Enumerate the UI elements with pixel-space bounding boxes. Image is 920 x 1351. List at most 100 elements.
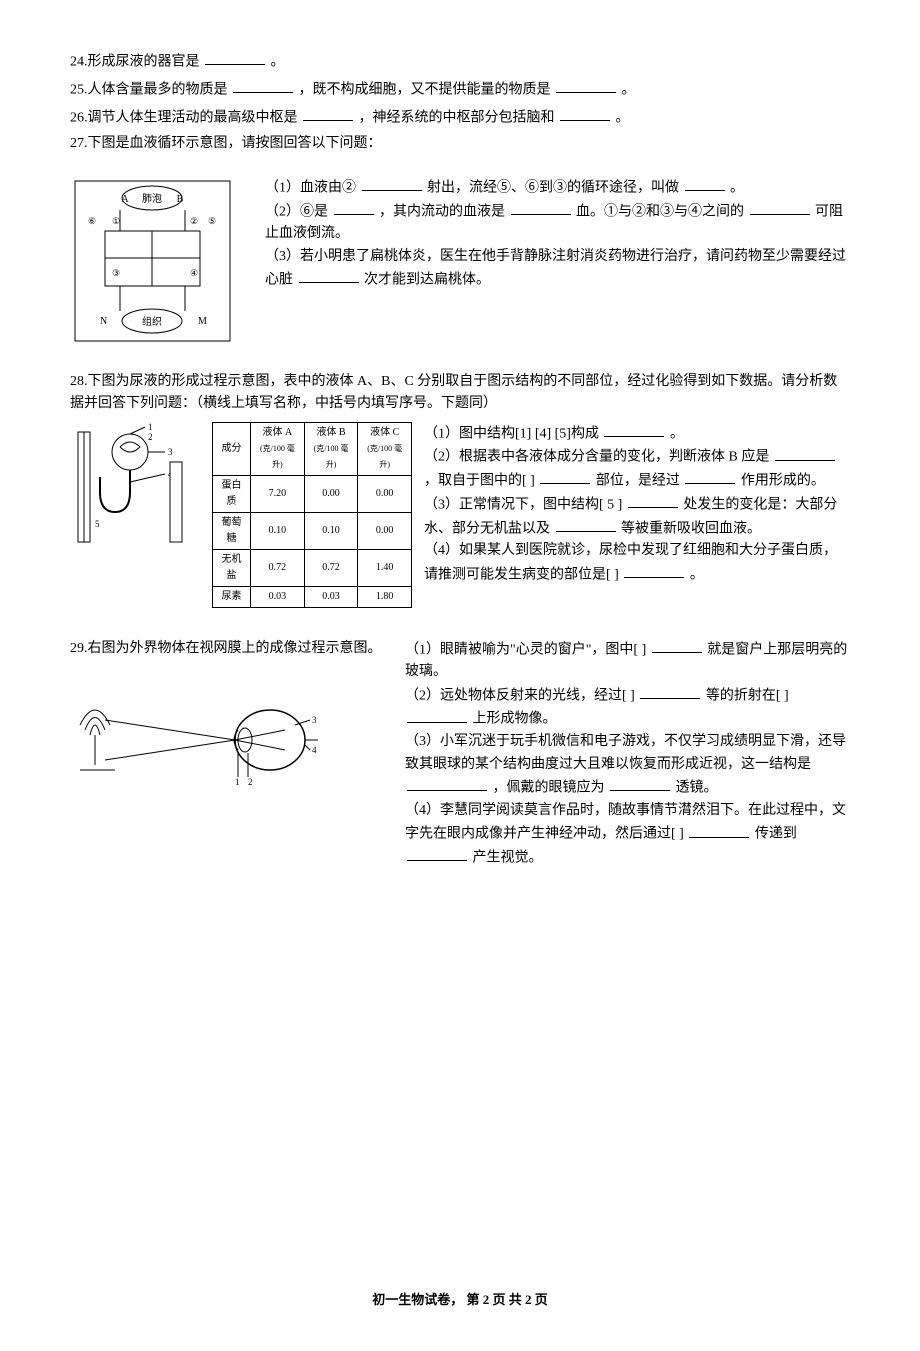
svg-text:N: N xyxy=(100,316,107,327)
q27-row: 肺泡 A B ① ② ③ ④ 组织 N M xyxy=(70,176,850,346)
q29-p1: （1）眼睛被喻为"心灵的窗户"，图中[ ] 就是窗户上那层明亮的玻璃。 xyxy=(405,638,850,684)
table-row: 无机盐 0.72 0.72 1.40 xyxy=(213,549,412,586)
q29-p4-blank1 xyxy=(689,822,749,837)
q27-p2-blank1 xyxy=(334,200,374,215)
cell: 7.20 xyxy=(251,475,305,512)
q29-p3a: （3）小军沉迷于玩手机微信和电子游戏，不仅学习成绩明显下滑，还导致其眼球的某个结… xyxy=(405,734,846,771)
q29-p1-blank xyxy=(652,638,702,653)
th-b-label: 液体 B xyxy=(316,427,345,438)
q27-p2c: 血。①与②和③与④之间的 xyxy=(576,204,744,219)
q28-p1-blank xyxy=(604,422,664,437)
q24-blank xyxy=(205,50,265,65)
q28-intro: 28.下图为尿液的形成过程示意图，表中的液体 A、B、C 分别取自于图示结构的不… xyxy=(70,371,850,416)
table-row: 尿素 0.03 0.03 1.80 xyxy=(213,586,412,607)
q27-p1-blank1 xyxy=(362,176,422,191)
q29-figure: 1 2 3 4 xyxy=(70,675,390,805)
cell: 0.00 xyxy=(358,475,412,512)
cell: 0.00 xyxy=(304,475,358,512)
table-header-row: 成分 液体 A (克/100 毫升) 液体 B (克/100 毫升) 液体 C (克/… xyxy=(213,422,412,475)
svg-text:⑤: ⑤ xyxy=(208,216,216,226)
q28-row: 1 2 3 4 5 成分 液体 A (克/100 毫升) 液体 B (克/100 毫… xyxy=(70,422,850,608)
cell: 0.03 xyxy=(304,586,358,607)
q26-text-b: ，神经系统的中枢部分包括脑和 xyxy=(359,110,555,125)
q27-p1b: 射出，流经⑤、⑥到③的循环途径，叫做 xyxy=(427,180,679,195)
cell: 0.00 xyxy=(358,512,412,549)
svg-text:1: 1 xyxy=(148,422,153,432)
svg-text:③: ③ xyxy=(112,268,120,278)
q29-p3-blank2 xyxy=(610,776,670,791)
q28-p3c: 等被重新吸收回血液。 xyxy=(621,521,761,536)
q28-p3-blank2 xyxy=(556,517,616,532)
question-29: 29.右图为外界物体在视网膜上的成像过程示意图。 1 2 xyxy=(70,638,850,870)
q27-figure: 肺泡 A B ① ② ③ ④ 组织 N M xyxy=(70,176,235,346)
th-c-unit: (克/100 毫升) xyxy=(367,444,402,469)
q28-p2-blank3 xyxy=(685,469,735,484)
svg-text:④: ④ xyxy=(190,268,198,278)
q28-p1: （1）图中结构[1] [4] [5]构成 。 xyxy=(424,422,850,446)
q27-p1-blank2 xyxy=(685,176,725,191)
cell: 尿素 xyxy=(213,586,251,607)
svg-text:①: ① xyxy=(112,216,120,226)
svg-text:2: 2 xyxy=(248,777,253,787)
q28-figure: 1 2 3 4 5 xyxy=(70,422,200,552)
q28-table-wrap: 成分 液体 A (克/100 毫升) 液体 B (克/100 毫升) 液体 C (克/… xyxy=(212,422,412,608)
cell: 无机盐 xyxy=(213,549,251,586)
q28-right: （1）图中结构[1] [4] [5]构成 。 （2）根据表中各液体成分含量的变化… xyxy=(424,422,850,587)
q28-p1a: （1）图中结构[1] [4] [5]构成 xyxy=(424,426,599,441)
svg-text:M: M xyxy=(198,316,207,327)
circulation-diagram-icon: 肺泡 A B ① ② ③ ④ 组织 N M xyxy=(70,176,235,346)
q25-text-a: 25.人体含量最多的物质是 xyxy=(70,82,228,97)
cell: 1.40 xyxy=(358,549,412,586)
q29-p4-blank2 xyxy=(407,846,467,861)
th-component: 成分 xyxy=(213,422,251,475)
question-26: 26.调节人体生理活动的最高级中枢是 ，神经系统的中枢部分包括脑和 。 xyxy=(70,106,850,130)
q29-p4c: 产生视觉。 xyxy=(473,850,543,865)
cell: 葡萄糖 xyxy=(213,512,251,549)
question-27: 27.下图是血液循环示意图，请按图回答以下问题： 肺泡 A B ① ② ③ ④ xyxy=(70,133,850,345)
q27-p3: （3）若小明患了扁桃体炎，医生在他手背静脉注射消炎药物进行治疗，请问药物至少需要… xyxy=(265,246,850,292)
q25-text-b: ，既不构成细胞，又不提供能量的物质是 xyxy=(299,82,555,97)
q25-blank-1 xyxy=(233,78,293,93)
q28-p4-blank xyxy=(624,563,684,578)
q27-p3b: 次才能到达扁桃体。 xyxy=(364,272,490,287)
svg-text:5: 5 xyxy=(95,519,100,529)
svg-text:肺泡: 肺泡 xyxy=(142,192,162,205)
q27-p2a: （2）⑥是 xyxy=(265,204,328,219)
q28-p4b: 。 xyxy=(690,567,704,582)
q29-p3c: 透镜。 xyxy=(676,780,718,795)
nephron-diagram-icon: 1 2 3 4 5 xyxy=(70,422,200,552)
q29-p3b: ，佩戴的眼镜应为 xyxy=(493,780,605,795)
th-liquid-c: 液体 C (克/100 毫升) xyxy=(358,422,412,475)
svg-text:B: B xyxy=(177,194,184,205)
q27-p2b: ，其内流动的血液是 xyxy=(379,204,505,219)
q26-text-c: 。 xyxy=(616,110,630,125)
th-liquid-a: 液体 A (克/100 毫升) xyxy=(251,422,305,475)
page-footer: 初一生物试卷， 第 2 页 共 2 页 xyxy=(70,1290,850,1311)
q27-p1: （1）血液由② 射出，流经⑤、⑥到③的循环途径，叫做 。 xyxy=(265,176,850,200)
q29-p2: （2）远处物体反射来的光线，经过[ ] 等的折射在[ ] 上形成物像。 xyxy=(405,684,850,732)
q27-p2: （2）⑥是 ，其内流动的血液是 血。①与②和③与④之间的 可阻止血液倒流。 xyxy=(265,200,850,246)
th-b-unit: (克/100 毫升) xyxy=(314,444,349,469)
q27-right: （1）血液由② 射出，流经⑤、⑥到③的循环途径，叫做 。 （2）⑥是 ，其内流动… xyxy=(265,176,850,346)
th-a-unit: (克/100 毫升) xyxy=(260,444,295,469)
q27-p2-blank3 xyxy=(750,200,810,215)
svg-text:1: 1 xyxy=(235,777,240,787)
q27-p3-blank xyxy=(299,268,359,283)
q29-left: 29.右图为外界物体在视网膜上的成像过程示意图。 1 2 xyxy=(70,638,390,805)
q29-p2-blank2 xyxy=(407,707,467,722)
q27-p1c: 。 xyxy=(730,180,744,195)
th-a-label: 液体 A xyxy=(263,427,293,438)
svg-text:组织: 组织 xyxy=(142,315,162,328)
q27-intro: 27.下图是血液循环示意图，请按图回答以下问题： xyxy=(70,133,850,155)
q29-intro: 29.右图为外界物体在视网膜上的成像过程示意图。 xyxy=(70,638,390,660)
cell: 0.10 xyxy=(304,512,358,549)
q24-text-b: 。 xyxy=(271,54,285,69)
q28-p3: （3）正常情况下，图中结构[ 5 ] 处发生的变化是：大部分水、部分无机盐以及 … xyxy=(424,493,850,541)
th-c-label: 液体 C xyxy=(370,427,399,438)
q28-p2b: ，取自于图中的[ ] xyxy=(424,473,538,488)
svg-text:②: ② xyxy=(190,216,198,226)
svg-text:4: 4 xyxy=(312,745,317,755)
q28-p2a: （2）根据表中各液体成分含量的变化，判断液体 B 应是 xyxy=(424,450,769,465)
table-row: 蛋白质 7.20 0.00 0.00 xyxy=(213,475,412,512)
eye-diagram-icon: 1 2 3 4 xyxy=(70,675,320,805)
